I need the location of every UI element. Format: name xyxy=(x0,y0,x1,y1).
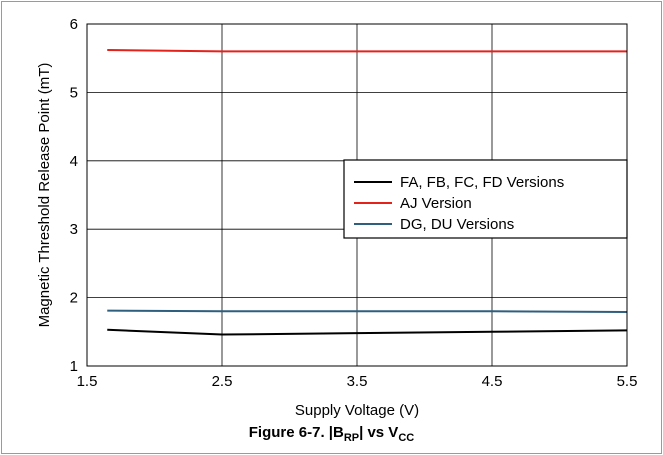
legend-label-0: FA, FB, FC, FD Versions xyxy=(400,174,564,191)
x-tick-label-3: 4.5 xyxy=(482,373,503,390)
y-axis-title: Magnetic Threshold Release Point (mT) xyxy=(36,63,53,328)
series-layer xyxy=(107,48,628,336)
caption-prefix: Figure 6-7. |B xyxy=(248,424,344,441)
legend: FA, FB, FC, FD Versions AJ Version DG, DU … xyxy=(343,159,628,239)
series-line-1 xyxy=(107,48,627,53)
legend-label-2: DG, DU Versions xyxy=(400,216,514,233)
x-tick-label-0: 1.5 xyxy=(77,373,98,390)
x-axis-title: Supply Voltage (V) xyxy=(295,402,419,419)
figure-caption: Figure 6-7. |BRP| vs VCC xyxy=(0,424,663,444)
caption-middle: | vs V xyxy=(359,424,399,441)
y-tick-label-2: 3 xyxy=(70,221,78,238)
series-line-0 xyxy=(107,328,628,336)
x-tick-label-2: 3.5 xyxy=(347,373,368,390)
x-tick-label-4: 5.5 xyxy=(617,373,638,390)
x-tick-label-1: 2.5 xyxy=(212,373,233,390)
y-tick-label-0: 1 xyxy=(70,358,78,375)
caption-subscript-rp: RP xyxy=(343,432,360,444)
y-tick-label-1: 2 xyxy=(70,290,78,307)
y-tick-labels: 1 2 3 4 5 6 xyxy=(70,16,78,375)
caption-subscript-cc: CC xyxy=(398,432,415,444)
y-tick-label-4: 5 xyxy=(70,84,78,101)
series-line-2 xyxy=(107,309,628,313)
x-tick-labels: 1.5 2.5 3.5 4.5 5.5 xyxy=(77,373,638,390)
line-chart: 1 2 3 4 5 6 1.5 2.5 3.5 4.5 5.5 Magnetic Threshol… xyxy=(36,16,638,419)
legend-label-1: AJ Version xyxy=(400,195,472,212)
y-tick-label-5: 6 xyxy=(70,16,78,33)
y-tick-label-3: 4 xyxy=(70,153,78,170)
